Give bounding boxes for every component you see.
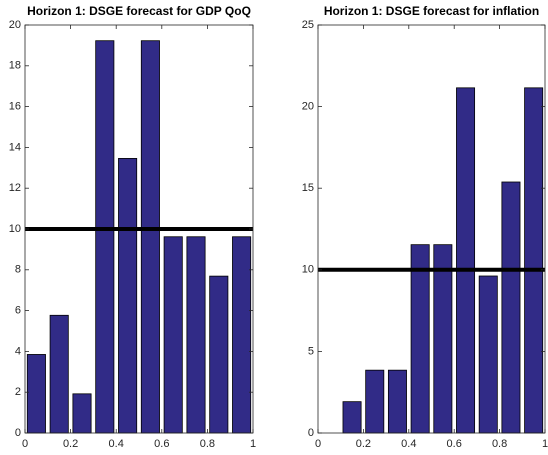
x-tick-label: 0 bbox=[315, 438, 321, 450]
x-tick-label: 0.8 bbox=[200, 438, 215, 450]
y-tick-label: 20 bbox=[302, 101, 314, 113]
bar bbox=[49, 314, 69, 434]
bar bbox=[365, 369, 385, 434]
bar bbox=[342, 401, 362, 434]
y-tick-label: 6 bbox=[15, 305, 21, 317]
bar bbox=[456, 87, 476, 434]
chart-title: Horizon 1: DSGE forecast for GDP QoQ bbox=[27, 4, 251, 18]
y-tick-label: 14 bbox=[9, 141, 21, 153]
x-tick-label: 0 bbox=[22, 438, 28, 450]
y-tick-label: 8 bbox=[15, 264, 21, 276]
bar bbox=[387, 369, 407, 434]
bar bbox=[118, 158, 138, 434]
bar bbox=[140, 40, 160, 434]
x-tick-label: 0.4 bbox=[109, 438, 124, 450]
chart-title: Horizon 1: DSGE forecast for inflation bbox=[324, 4, 539, 18]
y-tick-label: 2 bbox=[15, 386, 21, 398]
bar bbox=[209, 275, 229, 434]
y-tick-label: 10 bbox=[302, 264, 314, 276]
y-tick-label: 10 bbox=[9, 223, 21, 235]
bar bbox=[433, 244, 453, 434]
y-tick-label: 20 bbox=[9, 19, 21, 31]
bar bbox=[501, 181, 521, 434]
bar bbox=[163, 236, 183, 434]
x-tick-label: 0.2 bbox=[63, 438, 78, 450]
x-tick-label: 0.2 bbox=[356, 438, 371, 450]
axes-box bbox=[317, 24, 546, 434]
x-tick-label: 1 bbox=[250, 438, 256, 450]
bar bbox=[186, 236, 206, 434]
x-tick-label: 0.6 bbox=[447, 438, 462, 450]
y-tick-label: 5 bbox=[308, 345, 314, 357]
x-tick-label: 0.8 bbox=[492, 438, 507, 450]
bar bbox=[410, 244, 430, 434]
y-tick-label: 25 bbox=[302, 19, 314, 31]
bar bbox=[26, 354, 46, 434]
x-tick-label: 0.6 bbox=[154, 438, 169, 450]
x-tick-label: 1 bbox=[542, 438, 548, 450]
y-tick-label: 0 bbox=[308, 427, 314, 439]
bar bbox=[72, 393, 92, 434]
y-tick-label: 15 bbox=[302, 182, 314, 194]
bar bbox=[95, 40, 115, 434]
x-tick-label: 0.4 bbox=[401, 438, 416, 450]
y-tick-label: 4 bbox=[15, 345, 21, 357]
y-tick-label: 16 bbox=[9, 101, 21, 113]
bar bbox=[478, 275, 498, 434]
y-tick-label: 12 bbox=[9, 182, 21, 194]
y-tick-label: 0 bbox=[15, 427, 21, 439]
bar bbox=[524, 87, 544, 434]
bar bbox=[232, 236, 252, 434]
y-tick-label: 18 bbox=[9, 60, 21, 72]
